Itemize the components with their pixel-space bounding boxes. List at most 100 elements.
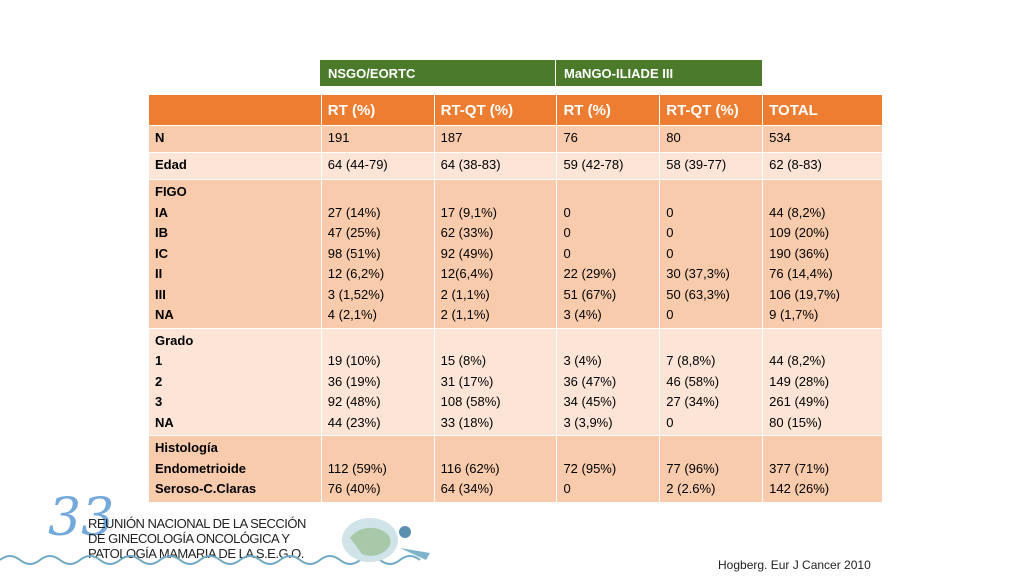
cell-line: [441, 331, 551, 352]
table-cell: 15 (8%) 31 (17%) 108 (58%) 33 (18%): [433, 327, 558, 436]
row-label: N: [148, 125, 322, 153]
table-cell: 534: [762, 125, 883, 153]
cell-line: 50 (63,3%): [666, 286, 730, 302]
cell-line: 15 (8%): [440, 353, 487, 368]
cell-line: 191: [327, 130, 350, 145]
logo-line: PATOLOGÍA MAMARIA DE LA S.E.G.O.: [88, 546, 304, 561]
table-row: N 191 187 76 80 534: [148, 125, 883, 153]
cell-line: 2: [155, 373, 163, 389]
table-row: Edad 64 (44-79) 64 (38-83) 59 (42-78) 58 (39…: [148, 152, 883, 180]
row-label: Edad: [148, 152, 322, 180]
table-cell: 44 (8,2%) 109 (20%) 190 (36%) 76 (14,4%) 106…: [762, 179, 883, 329]
table-cell: 112 (59%) 76 (40%): [320, 435, 435, 503]
cell-line: 98 (51%): [327, 245, 381, 261]
cell-line: [328, 331, 428, 352]
table-cell: 62 (8-83): [762, 152, 883, 180]
cell-line: IA: [155, 204, 168, 220]
cell-line: [563, 331, 653, 352]
cell-line: 0: [563, 481, 571, 496]
cell-line: [666, 182, 756, 203]
cell-line: 46 (58%): [666, 373, 720, 389]
cell-line: 3 (3,9%): [563, 414, 613, 430]
cell-line: [769, 438, 876, 459]
table-cell: 187: [433, 125, 558, 153]
cell-line: 27 (14%): [327, 204, 381, 220]
cell-line: 106 (19,7%): [769, 286, 840, 302]
cell-line: NA: [155, 307, 174, 322]
cell-line: 116 (62%): [440, 460, 500, 476]
table-cell: 77 (96%) 2 (2.6%): [659, 435, 764, 503]
table-cell: 76: [556, 125, 661, 153]
table-cell: 0 0 0 22 (29%) 51 (67%) 3 (4%): [556, 179, 661, 329]
cell-line: 33 (18%): [440, 414, 494, 430]
study-group-header: NSGO/EORTC MaNGO-ILIADE III: [320, 60, 762, 86]
cell-line: 534: [769, 130, 791, 145]
cell-line: 0: [563, 204, 571, 220]
cell-line: 377 (71%): [769, 460, 830, 476]
cell-line: Edad: [155, 157, 187, 172]
cell-line: 62 (8-83): [769, 157, 822, 172]
cell-line: 80 (15%): [769, 414, 822, 430]
table-cell: 58 (39-77): [659, 152, 764, 180]
cell-line: 2 (1,1%): [440, 307, 490, 322]
cell-line: 77 (96%): [666, 460, 720, 476]
cell-line: [666, 331, 756, 352]
cell-line: 31 (17%): [440, 373, 494, 389]
table-cell: 44 (8,2%) 149 (28%) 261 (49%) 80 (15%): [762, 327, 883, 436]
cell-line: Seroso-C.Claras: [155, 481, 257, 496]
cell-line: [769, 331, 876, 352]
table-cell: 116 (62%) 64 (34%): [433, 435, 558, 503]
cell-line: II: [155, 266, 163, 281]
cell-line: [563, 182, 653, 203]
citation-text: Hogberg. Eur J Cancer 2010: [718, 558, 871, 572]
cell-line: 47 (25%): [327, 225, 381, 240]
cell-line: 36 (19%): [327, 373, 381, 389]
table-cell: 191: [320, 125, 435, 153]
header-rt-2: RT (%): [556, 94, 661, 126]
cell-line: 261 (49%): [769, 394, 830, 409]
table-cell: 3 (4%) 36 (47%) 34 (45%) 3 (3,9%): [556, 327, 661, 436]
cell-line: [441, 182, 551, 203]
cell-line: [328, 438, 428, 459]
logo-number: 33: [48, 488, 115, 548]
header-rtqt-1: RT-QT (%): [433, 94, 558, 126]
cell-line: 0: [666, 245, 674, 261]
table-cell: 19 (10%) 36 (19%) 92 (48%) 44 (23%): [320, 327, 435, 436]
congress-logo: 33 REUNIÓN NACIONAL DE LA SECCIÓN DE GIN…: [0, 480, 440, 576]
cell-line: NA: [155, 414, 174, 430]
cell-line: 51 (67%): [563, 286, 617, 302]
cell-line: [666, 438, 756, 459]
group-nsgo-eortc: NSGO/EORTC: [320, 60, 556, 86]
row-label: Histología Endometrioide Seroso-C.Claras: [148, 435, 322, 503]
cell-line: 0: [666, 225, 674, 240]
cell-line: 112 (59%): [327, 460, 387, 476]
cell-line: 44 (8,2%): [769, 353, 826, 368]
cell-line: [328, 182, 428, 203]
cell-line: 0: [563, 225, 571, 240]
cell-line: 0: [666, 307, 674, 322]
cell-line: 34 (45%): [563, 394, 617, 409]
table-cell: 27 (14%) 47 (25%) 98 (51%) 12 (6,2%) 3 (1,52…: [320, 179, 435, 329]
cell-line: [769, 182, 876, 203]
cell-line: 142 (26%): [769, 481, 830, 496]
cell-line: 0: [666, 414, 674, 430]
table-cell: 80: [659, 125, 764, 153]
cell-line: 0: [563, 245, 571, 261]
cell-line: FIGO: [155, 184, 187, 199]
table-cell: 64 (44-79): [320, 152, 435, 180]
cell-line: 108 (58%): [440, 394, 501, 409]
table-cell: 17 (9,1%) 62 (33%) 92 (49%) 12(6,4%) 2 (1,1%…: [433, 179, 558, 329]
cell-line: Histología: [155, 440, 218, 455]
cell-line: 187: [440, 130, 463, 145]
cell-line: 1: [155, 353, 163, 368]
logo-text: REUNIÓN NACIONAL DE LA SECCIÓN DE GINECO…: [88, 516, 306, 561]
cell-line: 2 (1,1%): [440, 286, 490, 302]
cell-line: 76 (14,4%): [769, 266, 833, 281]
cell-line: 64 (44-79): [327, 157, 388, 172]
cell-line: 12 (6,2%): [327, 266, 385, 281]
cell-line: 30 (37,3%): [666, 266, 730, 281]
cell-line: 12(6,4%): [440, 266, 494, 281]
header-empty: [148, 94, 322, 126]
cell-line: 3 (1,52%): [327, 286, 385, 302]
cell-line: N: [155, 130, 165, 145]
